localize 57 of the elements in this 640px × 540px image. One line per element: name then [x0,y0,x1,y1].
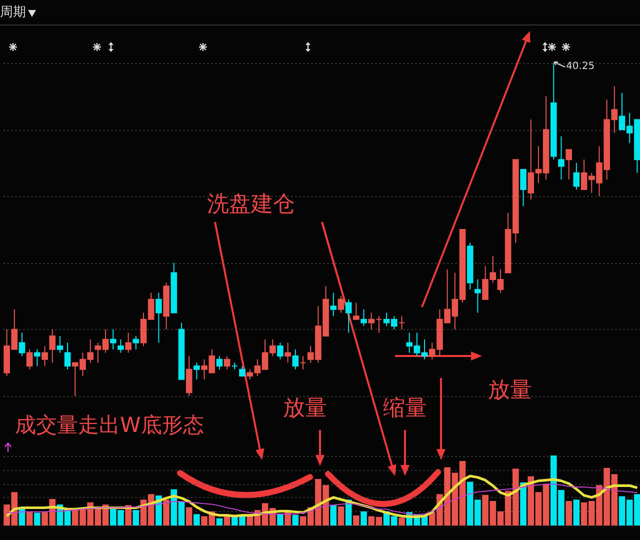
bar [573,500,580,526]
candlestick [224,356,230,370]
candlestick [125,332,132,354]
bar [34,512,40,526]
candlestick [360,308,367,327]
candlestick [300,356,306,370]
candlestick [26,348,33,370]
candlestick [34,348,40,367]
annotation: 放量 [488,378,532,404]
candlestick [49,328,56,364]
bar [163,500,170,526]
candlestick [186,356,192,396]
candlestick [216,356,223,370]
candlestick [156,292,162,344]
candlestick [284,342,291,364]
candlestick [292,348,299,370]
bar [216,518,223,526]
candlestick [42,346,48,367]
candlestick [368,312,375,330]
bar [360,511,367,526]
annotation: 洗盘建仓 [207,192,295,218]
candlestick [194,362,200,380]
candlestick [398,316,405,330]
candlestick [110,328,116,350]
candlestick [353,302,360,320]
text: 成交量走出W底形态 [15,413,204,438]
bar [194,514,200,526]
candlestick [520,169,526,207]
bar [132,510,140,526]
bar [330,505,337,526]
annotation: 40.25 [566,61,595,73]
candlestick [573,162,580,190]
bar [186,507,192,526]
candlestick [239,366,246,377]
text: 周期 [0,5,26,21]
candlestick [64,342,71,370]
bar [566,501,572,526]
candlestick [566,149,572,180]
annotation: 缩量 [383,396,427,422]
bar [292,514,299,526]
bar [520,482,526,526]
candlestick [345,298,352,334]
candlestick [132,336,140,350]
candlestick [474,278,481,314]
candlestick [118,338,124,354]
candlestick [330,292,337,317]
bar [353,516,360,526]
candlestick [56,336,64,354]
bar [398,518,405,526]
candlestick [338,296,344,314]
annotation: 放量 [283,396,327,422]
candlestick [18,332,26,357]
candlestick [376,316,382,334]
bar [277,514,284,526]
candlestick [277,342,284,360]
bar [338,506,344,526]
candlestick [558,136,564,180]
